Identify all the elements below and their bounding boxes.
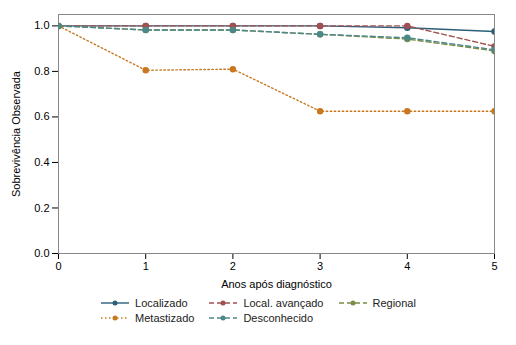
svg-text:4: 4 (404, 260, 410, 272)
svg-text:1: 1 (143, 260, 149, 272)
svg-text:5: 5 (491, 260, 497, 272)
svg-text:0.0: 0.0 (34, 247, 49, 259)
svg-text:2: 2 (230, 260, 236, 272)
svg-text:1.0: 1.0 (34, 19, 49, 31)
html-text:Metastizado: Metastizado (135, 312, 195, 324)
html-text:Localizado: Localizado (135, 297, 188, 309)
svg-text:Anos após diagnóstico: Anos após diagnóstico (221, 278, 332, 290)
html-text:Local. avançado: Local. avançado (243, 297, 324, 309)
svg-text:0.6: 0.6 (34, 110, 49, 122)
html-text:Desconhecido: Desconhecido (243, 312, 314, 324)
html-text:Regional: Regional (372, 297, 416, 309)
svg-text:0: 0 (55, 260, 61, 272)
svg-text:3: 3 (317, 260, 323, 272)
svg-text:Sobrevivência Observada: Sobrevivência Observada (10, 70, 22, 197)
svg-text:0.2: 0.2 (34, 201, 49, 213)
svg-text:0.8: 0.8 (34, 65, 49, 77)
svg-text:0.4: 0.4 (34, 156, 49, 168)
